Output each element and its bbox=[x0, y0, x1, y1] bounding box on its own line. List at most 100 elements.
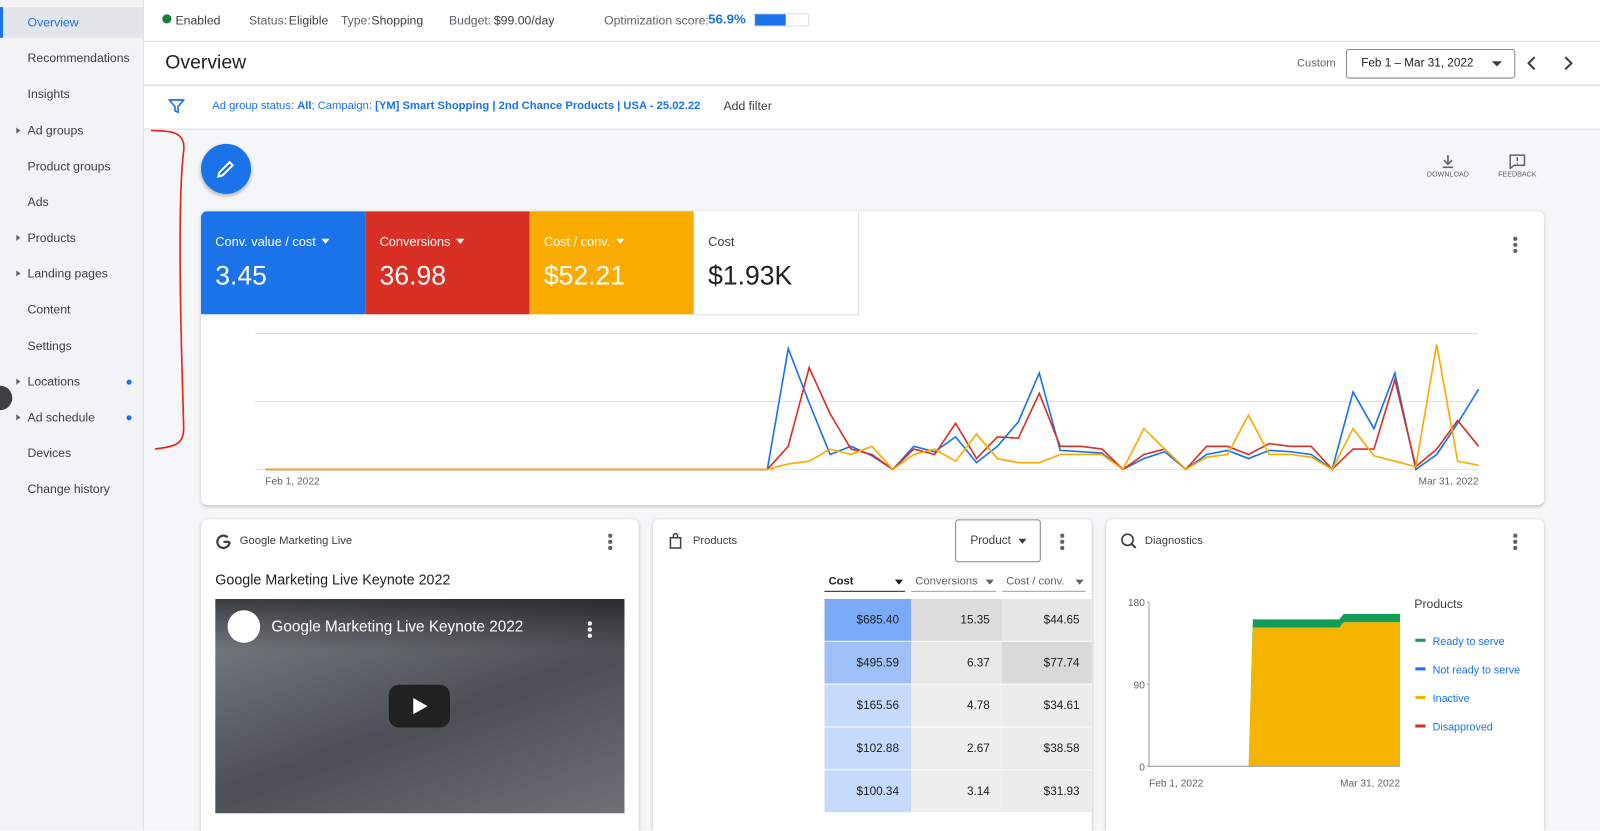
score-value: 56.9% bbox=[708, 11, 746, 27]
metric-label: Cost / conv. bbox=[544, 235, 625, 249]
metric-label: Conv. value / cost bbox=[215, 235, 331, 249]
status-bar: Enabled Status: Eligible Type: Shopping … bbox=[143, 0, 1600, 42]
legend-title: Products bbox=[1414, 596, 1463, 612]
nav-item[interactable]: Landing pages bbox=[0, 258, 143, 289]
column-title: Cost bbox=[828, 575, 854, 588]
nav-item[interactable]: Recommendations bbox=[27, 51, 130, 66]
table-cell: $34.61 bbox=[1002, 684, 1092, 728]
filter-bar: Ad group status: All; Campaign: [YM] Sma… bbox=[143, 85, 1600, 130]
sort-arrow bbox=[985, 579, 994, 585]
metric-value: 3.45 bbox=[215, 260, 267, 291]
nav-item[interactable]: Ads bbox=[27, 194, 49, 210]
prev-button[interactable] bbox=[1523, 54, 1539, 72]
table-cell: $165.56 bbox=[824, 684, 912, 728]
label: Status: bbox=[248, 13, 288, 28]
value: Shopping bbox=[371, 13, 424, 28]
table-cell: $44.65 bbox=[1002, 598, 1092, 642]
metric-value: $52.21 bbox=[543, 260, 626, 291]
more-button[interactable] bbox=[1060, 533, 1064, 552]
column-header[interactable]: Cost bbox=[824, 572, 906, 592]
label: Ad group status: bbox=[212, 99, 294, 113]
card-title: Diagnostics bbox=[1144, 534, 1203, 547]
nav-item[interactable]: Insights bbox=[27, 86, 70, 102]
card-title: Google Marketing Live bbox=[239, 534, 353, 547]
metric-value: $1.93K bbox=[708, 260, 793, 291]
nav-item[interactable]: Change history bbox=[27, 481, 110, 496]
diagnostics-card: Diagnostics Products bbox=[1106, 519, 1544, 831]
table-cell: $102.88 bbox=[824, 727, 912, 771]
filter-chip[interactable]: Ad group status: All; Campaign: [YM] Sma… bbox=[212, 100, 700, 112]
nav-item[interactable]: Overview bbox=[0, 7, 143, 38]
value: $99.00/day bbox=[493, 13, 555, 28]
more-button[interactable] bbox=[1513, 533, 1517, 552]
annotation-bracket bbox=[151, 129, 185, 450]
edit-button[interactable] bbox=[201, 143, 252, 194]
range-label: Custom bbox=[1296, 57, 1336, 70]
dropdown-arrow bbox=[1491, 61, 1503, 67]
collapse-button[interactable] bbox=[0, 385, 13, 411]
metric-value: 36.98 bbox=[379, 260, 446, 291]
table-cell: 4.78 bbox=[911, 684, 1003, 728]
label: Budget: bbox=[448, 13, 492, 28]
bag-icon bbox=[669, 532, 682, 549]
table-cell: $31.93 bbox=[1002, 770, 1092, 814]
video-player[interactable]: Google Marketing Live Keynote 2022 bbox=[215, 598, 625, 814]
table-cell: 3.14 bbox=[911, 770, 1003, 814]
value: Eligible bbox=[288, 13, 329, 28]
add-filter[interactable]: Add filter bbox=[723, 98, 772, 114]
label: ; Campaign: bbox=[311, 99, 372, 113]
score-fill bbox=[755, 14, 786, 26]
column-title: Conversions bbox=[915, 575, 978, 588]
column-title: Cost / conv. bbox=[1006, 575, 1065, 588]
dimension: Product bbox=[970, 534, 1011, 547]
metric-tile[interactable]: Conv. value / cost 3.45 bbox=[201, 211, 366, 315]
next-button[interactable] bbox=[1560, 54, 1576, 72]
table-cell: 15.35 bbox=[911, 598, 1003, 642]
feedback-label: FEEDBACK bbox=[1498, 171, 1537, 179]
card-title: Products bbox=[692, 534, 738, 547]
sidebar: Overview Recommendations Insights Ad gro… bbox=[0, 0, 144, 831]
page-header: Overview Custom Feb 1 – Mar 31, 2022 bbox=[143, 41, 1600, 86]
column-header[interactable]: Cost / conv. bbox=[1002, 572, 1086, 592]
nav-item[interactable]: Devices bbox=[27, 445, 72, 461]
play-button bbox=[388, 684, 450, 728]
date-range: Feb 1 – Mar 31, 2022 bbox=[1361, 57, 1474, 70]
sort-arrow bbox=[894, 579, 904, 585]
gml-card: Google Marketing Live Google Marketing L… bbox=[201, 519, 639, 831]
page-title: Overview bbox=[165, 52, 247, 74]
table-cell: $77.74 bbox=[1002, 641, 1092, 685]
sort-arrow bbox=[1075, 579, 1084, 585]
nav-item[interactable]: Products bbox=[0, 222, 143, 253]
more-button[interactable] bbox=[1513, 236, 1517, 255]
metric-label: Cost bbox=[708, 234, 735, 249]
metric-tile[interactable]: Cost $1.93K bbox=[693, 211, 860, 316]
google-icon bbox=[216, 534, 231, 550]
table-cell: $38.58 bbox=[1002, 727, 1092, 771]
dimension-select[interactable]: Product bbox=[955, 519, 1041, 563]
metric-tile[interactable]: Conversions 36.98 bbox=[365, 211, 530, 315]
table-cell: 2.67 bbox=[911, 727, 1003, 771]
table-cell: $100.34 bbox=[824, 770, 912, 814]
channel-logo bbox=[227, 610, 261, 643]
download-button[interactable]: DOWNLOAD bbox=[1424, 153, 1471, 179]
nav-item[interactable]: Settings bbox=[27, 338, 72, 354]
more-button[interactable] bbox=[608, 533, 612, 552]
video-title: Google Marketing Live Keynote 2022 bbox=[271, 618, 524, 636]
label: Optimization score: bbox=[604, 13, 709, 28]
metric-tile[interactable]: Cost / conv. $52.21 bbox=[529, 211, 694, 315]
score-bar bbox=[754, 13, 810, 27]
nav-item[interactable]: Product groups bbox=[27, 159, 111, 174]
date-picker[interactable]: Feb 1 – Mar 31, 2022 bbox=[1345, 48, 1516, 79]
nav-item[interactable]: Content bbox=[27, 302, 71, 317]
table-cell: 6.37 bbox=[911, 641, 1003, 685]
video-heading: Google Marketing Live Keynote 2022 bbox=[215, 571, 451, 588]
value: All bbox=[297, 99, 312, 113]
diagnostics-icon bbox=[1121, 533, 1137, 549]
status-state: Enabled bbox=[175, 13, 221, 28]
column-header[interactable]: Conversions bbox=[911, 572, 996, 592]
feedback-button[interactable]: FEEDBACK bbox=[1494, 153, 1541, 179]
nav-item[interactable]: Locations bbox=[0, 366, 143, 397]
nav-item[interactable]: Ad groups bbox=[0, 115, 143, 146]
nav-item[interactable]: Ad schedule bbox=[0, 402, 143, 433]
